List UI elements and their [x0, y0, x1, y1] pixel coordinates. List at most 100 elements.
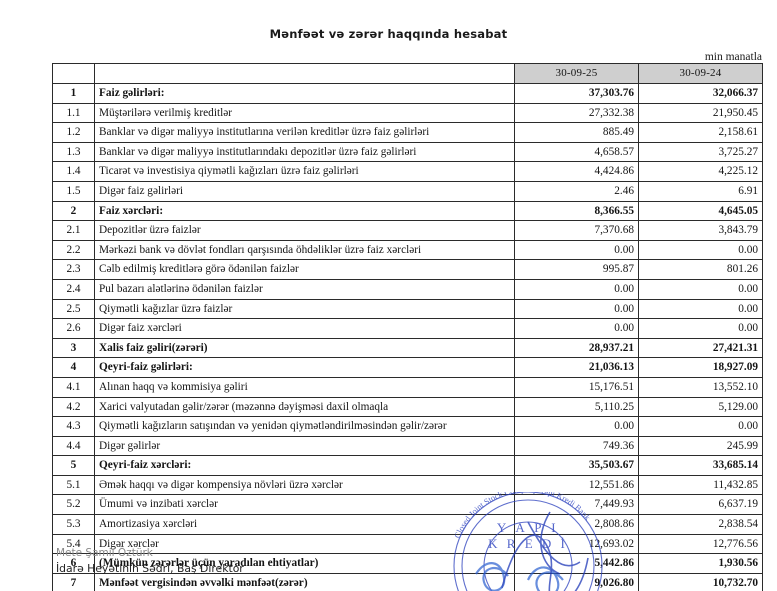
row-number: 3 [52, 337, 95, 359]
signatory-role: İdarə Heyətinin Sədri, Baş Direktor [56, 562, 244, 576]
row-label: Digər faiz xərcləri [94, 318, 515, 339]
table-row: 2 Faiz xərcləri: 8,366.55 4,645.05 [52, 200, 763, 222]
table-body: 30-09-25 30-09-24 1 Faiz gəlirləri: 37,303.7… [52, 63, 763, 591]
row-value-previous: 3,725.27 [638, 141, 763, 163]
header-cell-period-previous: 30-09-24 [638, 63, 763, 84]
row-number: 2.6 [52, 318, 95, 339]
row-value-previous: 4,225.12 [638, 161, 763, 182]
row-value-current: 995.87 [514, 259, 639, 280]
row-value-current: 27,332.38 [514, 102, 639, 124]
row-label: Amortizasiya xərcləri [94, 514, 515, 535]
row-value-previous: 0.00 [638, 278, 763, 300]
page-title: Mənfəət və zərər haqqında hesabat [269, 27, 508, 41]
row-number: 4 [52, 357, 95, 378]
row-value-previous: 6.91 [638, 180, 763, 202]
row-number: 5.2 [52, 494, 95, 516]
row-value-current: 12,693.02 [514, 533, 639, 555]
row-value-current: 4,424.86 [514, 161, 639, 182]
row-label: Ümumi və inzibati xərclər [94, 494, 515, 516]
row-value-previous: 10,732.70 [638, 572, 763, 591]
table-row: 5.2 Ümumi və inzibati xərclər 7,449.93 6,63… [52, 494, 763, 516]
table-row: 2.6 Digər faiz xərcləri 0.00 0.00 [52, 318, 763, 339]
table-row: 1.1 Müştərilərə verilmiş kreditlər 27,332.… [52, 102, 763, 124]
row-label: Pul bazarı alətlərinə ödənilən faizlər [94, 278, 515, 300]
row-number: 4.2 [52, 396, 95, 418]
row-label: Ticarət və investisiya qiymətli kağızlar… [94, 161, 515, 182]
financial-table-container: 30-09-25 30-09-24 1 Faiz gəlirləri: 37,303.7… [52, 63, 763, 591]
row-value-previous: 2,158.61 [638, 122, 763, 143]
row-label: Qiymətli kağızlar üzrə faizlər [94, 298, 515, 320]
row-value-previous: 0.00 [638, 318, 763, 339]
row-value-current: 7,370.68 [514, 220, 639, 241]
table-row: 2.4 Pul bazarı alətlərinə ödənilən faizlə… [52, 278, 763, 300]
row-value-previous: 11,432.85 [638, 474, 763, 496]
row-value-current: 7,449.93 [514, 494, 639, 516]
row-value-current: 8,366.55 [514, 200, 639, 222]
table-row: 4 Qeyri-faiz gəlirləri: 21,036.13 18,927.09 [52, 357, 763, 378]
table-row: 2.3 Cəlb edilmiş kreditlərə görə ödənilən… [52, 259, 763, 280]
row-value-current: 5,442.86 [514, 553, 639, 574]
row-value-current: 2.46 [514, 180, 639, 202]
header-cell-number [52, 63, 95, 84]
row-number: 2.1 [52, 220, 95, 241]
row-label: Qeyri-faiz xərcləri: [94, 455, 515, 476]
row-number: 1.3 [52, 141, 95, 163]
row-label: Depozitlər üzrə faizlər [94, 220, 515, 241]
row-value-current: 35,503.67 [514, 455, 639, 476]
row-label: Qiymətli kağızların satışından və yenidə… [94, 416, 515, 437]
table-row: 4.1 Alınan haqq və kommisiya gəliri 15,176… [52, 376, 763, 398]
row-value-previous: 4,645.05 [638, 200, 763, 222]
signatory-name: Mete Şamil Öztürk [56, 547, 153, 559]
table-row: 1.3 Banklar və digər maliyyə institutları… [52, 141, 763, 163]
row-value-current: 37,303.76 [514, 83, 639, 104]
row-value-previous: 12,776.56 [638, 533, 763, 555]
table-row: 4.3 Qiymətli kağızların satışından və yen… [52, 416, 763, 437]
row-number: 4.4 [52, 435, 95, 457]
row-number: 2.5 [52, 298, 95, 320]
header-cell-label [94, 63, 515, 84]
row-number: 1 [52, 83, 95, 104]
row-number: 2 [52, 200, 95, 222]
profit-loss-table: 30-09-25 30-09-24 1 Faiz gəlirləri: 37,303.7… [52, 63, 763, 591]
units-caption: min manatla [704, 51, 762, 63]
row-number: 4.3 [52, 416, 95, 437]
row-label: Qeyri-faiz gəlirləri: [94, 357, 515, 378]
row-value-current: 4,658.57 [514, 141, 639, 163]
row-value-current: 0.00 [514, 278, 639, 300]
header-cell-period-current: 30-09-25 [514, 63, 639, 84]
table-header-row: 30-09-25 30-09-24 [52, 63, 763, 84]
table-row: 1.5 Digər faiz gəlirləri 2.46 6.91 [52, 180, 763, 202]
row-value-current: 21,036.13 [514, 357, 639, 378]
row-value-current: 0.00 [514, 416, 639, 437]
row-value-previous: 21,950.45 [638, 102, 763, 124]
row-label: Cəlb edilmiş kreditlərə görə ödənilən fa… [94, 259, 515, 280]
row-value-current: 0.00 [514, 298, 639, 320]
row-number: 5.1 [52, 474, 95, 496]
row-value-current: 2,808.86 [514, 514, 639, 535]
row-label: Digər faiz gəlirləri [94, 180, 515, 202]
row-value-previous: 13,552.10 [638, 376, 763, 398]
row-label: Müştərilərə verilmiş kreditlər [94, 102, 515, 124]
row-value-current: 0.00 [514, 239, 639, 261]
row-value-previous: 801.26 [638, 259, 763, 280]
row-label: Əmək haqqı və digər kompensiya növləri ü… [94, 474, 515, 496]
row-label: Faiz gəlirləri: [94, 83, 515, 104]
row-number: 1.5 [52, 180, 95, 202]
row-label: Mərkəzi bank və dövlət fondları qarşısın… [94, 239, 515, 261]
row-label: Digər gəlirlər [94, 435, 515, 457]
table-row: 5.3 Amortizasiya xərcləri 2,808.86 2,838.54 [52, 514, 763, 535]
row-value-current: 9,026.80 [514, 572, 639, 591]
row-number: 1.2 [52, 122, 95, 143]
row-value-current: 0.00 [514, 318, 639, 339]
row-label: Xalis faiz gəliri(zərəri) [94, 337, 515, 359]
row-value-previous: 3,843.79 [638, 220, 763, 241]
table-row: 1.2 Banklar və digər maliyyə institutları… [52, 122, 763, 143]
row-value-previous: 18,927.09 [638, 357, 763, 378]
row-label: Faiz xərcləri: [94, 200, 515, 222]
table-row: 1.4 Ticarət və investisiya qiymətli kağız… [52, 161, 763, 182]
table-row: 4.4 Digər gəlirlər 749.36 245.99 [52, 435, 763, 457]
row-value-current: 5,110.25 [514, 396, 639, 418]
row-label: Xarici valyutadan gəlir/zərər (məzənnə d… [94, 396, 515, 418]
row-value-current: 749.36 [514, 435, 639, 457]
